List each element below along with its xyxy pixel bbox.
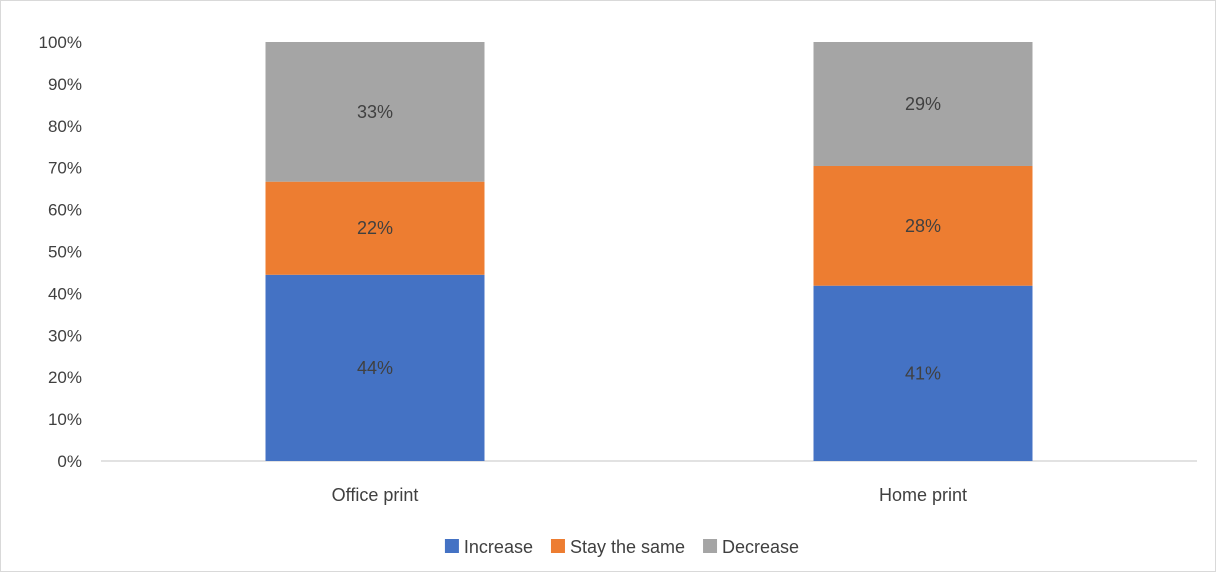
y-tick-label: 80% xyxy=(48,117,82,136)
bar-segment xyxy=(265,274,485,461)
x-category-label: Home print xyxy=(879,485,967,505)
legend-label: Stay the same xyxy=(570,537,685,557)
x-category-label: Office print xyxy=(332,485,419,505)
bar-segment xyxy=(813,165,1033,286)
data-label: 29% xyxy=(905,94,941,114)
y-tick-label: 70% xyxy=(48,159,82,178)
legend-label: Decrease xyxy=(722,537,799,557)
x-axis-categories: Office print Home print xyxy=(332,485,967,505)
y-axis-ticks: 0% 10% 20% 30% 40% 50% 60% 70% 80% 90% 100% xyxy=(39,33,82,471)
y-tick-label: 40% xyxy=(48,284,82,303)
data-label: 22% xyxy=(357,218,393,238)
data-label: 41% xyxy=(905,363,941,383)
legend-swatch xyxy=(444,539,459,553)
y-tick-label: 100% xyxy=(39,33,82,52)
bar-segment xyxy=(813,285,1033,461)
legend: Increase Stay the same Decrease xyxy=(444,537,799,557)
legend-label: Increase xyxy=(464,537,533,557)
y-tick-label: 0% xyxy=(57,452,82,471)
data-label: 33% xyxy=(357,102,393,122)
y-tick-label: 50% xyxy=(48,243,82,262)
y-tick-label: 30% xyxy=(48,326,82,345)
y-tick-label: 20% xyxy=(48,368,82,387)
data-label: 28% xyxy=(905,216,941,236)
y-tick-label: 90% xyxy=(48,75,82,94)
legend-swatch xyxy=(703,539,718,553)
bars: 44% 22% 33% 41% 28% 29% xyxy=(265,42,1033,461)
y-tick-label: 10% xyxy=(48,410,82,429)
bar-segment xyxy=(265,42,485,182)
data-label: 44% xyxy=(357,358,393,378)
bar-segment xyxy=(265,181,485,275)
legend-swatch xyxy=(550,539,565,553)
y-tick-label: 60% xyxy=(48,201,82,220)
bar-segment xyxy=(813,42,1033,166)
